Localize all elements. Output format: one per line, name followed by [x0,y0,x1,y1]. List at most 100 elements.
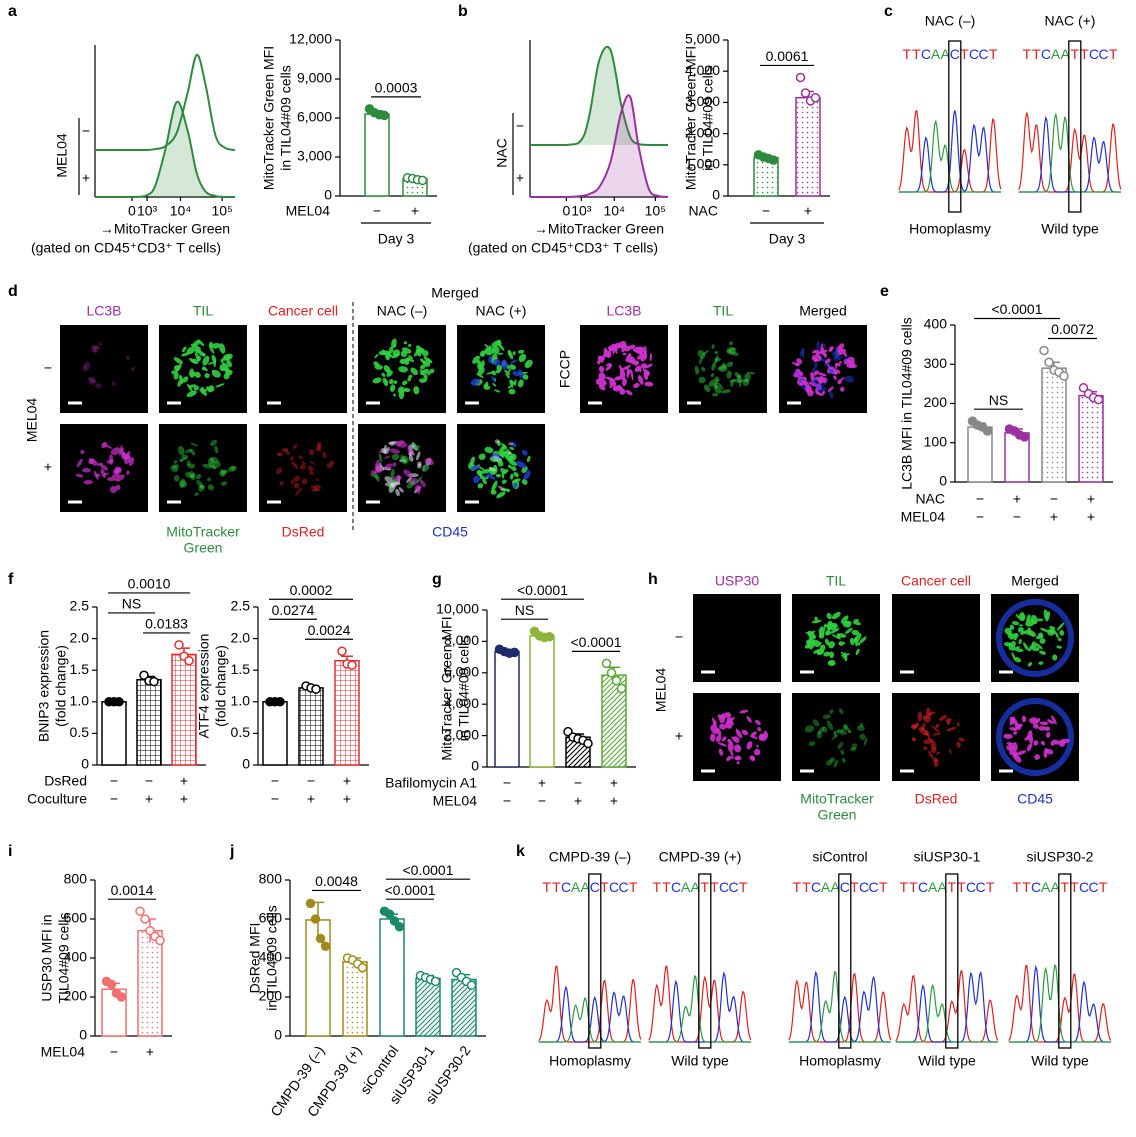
signal [619,388,626,395]
micrograph [60,424,148,512]
bar [1041,367,1067,483]
signal [194,371,201,378]
data-point [135,906,145,916]
signal [518,353,527,363]
x-tick-label: 0 [563,203,571,219]
column-header: TIL [193,303,213,319]
signal [80,449,85,454]
signal [1006,744,1014,751]
signal [179,480,188,488]
y-tick-label: 0.5 [231,724,251,740]
signal [388,379,394,385]
condition-level: + [343,773,351,789]
condition-level: + [538,775,546,791]
data-point [310,914,321,924]
signal [407,377,412,382]
micrograph [580,325,668,413]
y-tick-label: 10,000 [436,601,479,617]
signal [408,343,412,348]
condition-level: + [1087,491,1095,507]
signal [923,746,928,750]
signal [470,378,481,386]
signal [831,733,839,740]
sample-label: siUSP30-2 [1027,849,1094,865]
base: A [831,879,841,895]
signal [398,366,408,373]
signal [817,726,825,735]
signal [712,392,719,397]
signal [179,459,183,462]
signal [276,467,283,474]
signal [522,374,529,380]
signal [1059,738,1070,744]
y-tick-label: 0 [274,1027,282,1043]
signal [378,450,383,454]
chromatogram-trace [895,983,998,1043]
signal [1013,753,1022,763]
signal [719,723,727,730]
signal [416,476,423,483]
signal [490,376,497,383]
signal [185,448,193,453]
signal [410,367,418,376]
base: C [719,879,729,895]
y-tick-label: 12,000 [289,31,332,47]
signal [115,484,121,491]
signal [372,377,382,384]
data-point [155,935,165,946]
signal [292,443,298,449]
signal [734,744,742,753]
base: T [879,879,888,895]
signal [826,612,832,620]
signal [1028,630,1036,637]
signal [106,476,117,481]
data-point [106,979,117,990]
signal [1031,641,1037,652]
signal [1045,731,1051,738]
signal [518,379,524,388]
signal [756,744,759,748]
signal [1023,642,1029,651]
x-tick-label: 10⁵ [645,203,666,219]
signal [91,345,99,353]
signal [798,377,804,384]
signal [400,454,407,465]
signal [604,347,607,351]
signal [509,364,516,370]
signal [110,447,121,456]
signal [398,487,404,493]
condition-level: + [180,773,188,789]
signal [829,628,840,634]
signal [207,484,215,491]
data-point [430,976,441,987]
signal [814,362,818,369]
signal [404,359,410,366]
signal [111,381,116,387]
base: C [918,879,928,895]
signal [392,353,401,358]
signal [423,356,433,364]
signal [399,358,405,364]
column-header: USP30 [715,573,760,589]
y-axis-label: in TIL04#09 cells [278,65,294,171]
data-point [145,925,155,936]
signal [840,729,844,733]
signal [195,473,202,480]
chromatogram-trace [538,985,641,1043]
condition-level: − [976,509,984,525]
condition-level: + [610,793,618,809]
data-point [466,980,477,991]
signal [194,492,199,496]
condition-name: Coculture [27,791,87,807]
signal [725,723,732,729]
signal [383,455,391,459]
bar [529,635,555,768]
signal [508,388,516,395]
signal [809,630,816,635]
signal [509,446,514,451]
signal [949,748,952,754]
signal [643,371,649,381]
data-point [389,916,400,926]
sequence: TTCAATTCCT [1023,46,1118,62]
